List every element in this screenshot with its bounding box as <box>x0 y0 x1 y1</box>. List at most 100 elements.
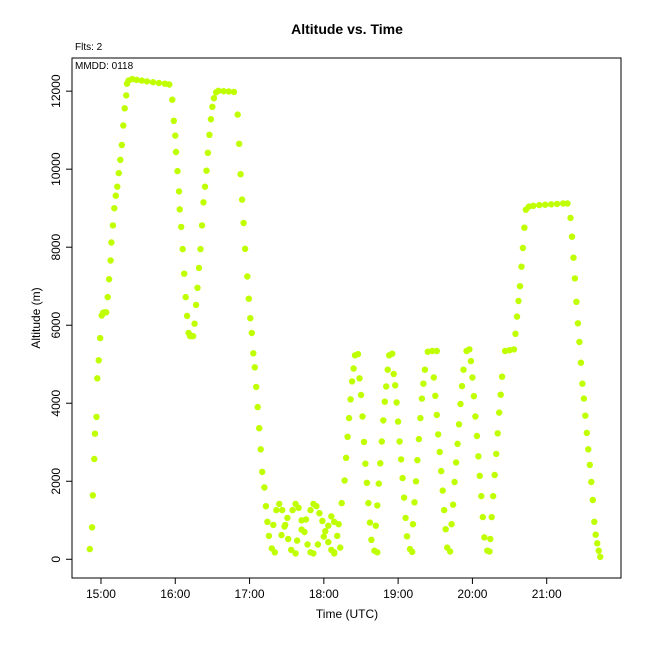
data-point <box>493 450 500 458</box>
data-point <box>591 518 598 525</box>
data-point <box>542 201 549 208</box>
data-point <box>362 460 369 467</box>
y-tick-label: 4000 <box>49 390 63 417</box>
data-point <box>446 548 454 555</box>
data-point <box>515 297 522 305</box>
data-point <box>516 283 524 290</box>
data-point <box>498 373 506 380</box>
data-point <box>394 418 402 425</box>
data-point <box>313 503 320 510</box>
x-tick-label: 18:00 <box>309 587 339 601</box>
data-point <box>118 141 126 149</box>
data-point <box>261 484 268 491</box>
data-point <box>454 440 461 447</box>
data-point <box>169 96 176 103</box>
data-point <box>176 206 183 213</box>
data-point <box>476 472 483 479</box>
data-point <box>341 477 348 484</box>
data-point <box>328 513 335 520</box>
data-point <box>478 492 485 500</box>
data-point <box>220 88 227 95</box>
y-tick-label: 6000 <box>49 312 63 339</box>
data-point <box>392 382 399 389</box>
data-point <box>470 393 478 400</box>
data-point <box>350 365 357 372</box>
data-point <box>236 140 243 147</box>
data-point <box>433 411 440 419</box>
data-point <box>530 202 537 209</box>
data-point <box>490 492 497 500</box>
data-point <box>568 233 576 240</box>
data-point <box>240 219 247 227</box>
data-point <box>91 455 98 463</box>
data-point <box>396 438 403 445</box>
data-point <box>429 347 436 355</box>
data-point <box>203 167 210 174</box>
data-point <box>436 448 443 456</box>
data-point <box>270 521 277 529</box>
data-point <box>307 506 314 514</box>
data-point <box>570 254 577 261</box>
data-point <box>435 431 442 438</box>
data-point <box>338 499 345 507</box>
data-point <box>381 398 388 405</box>
data-point <box>201 183 209 190</box>
data-point <box>421 366 429 373</box>
data-point <box>237 171 244 178</box>
data-point <box>448 521 455 528</box>
data-point <box>411 499 418 506</box>
data-point <box>155 79 163 87</box>
chart-title: Altitude vs. Time <box>291 21 403 37</box>
data-point <box>430 374 437 381</box>
data-point <box>204 149 212 156</box>
data-point <box>418 395 426 402</box>
data-point <box>553 200 561 208</box>
x-tick-label: 16:00 <box>160 587 190 601</box>
data-points <box>86 75 604 561</box>
data-point <box>241 245 249 252</box>
y-tick-label: 12000 <box>49 74 63 108</box>
data-point <box>298 526 305 533</box>
data-point <box>276 500 283 508</box>
data-point <box>295 504 302 511</box>
data-point <box>112 192 120 199</box>
data-point <box>375 480 382 487</box>
data-point <box>458 382 466 390</box>
data-point <box>393 399 400 406</box>
data-point <box>403 533 411 540</box>
x-tick-label: 19:00 <box>383 587 413 601</box>
data-point <box>486 548 493 555</box>
data-point <box>314 541 322 548</box>
data-point <box>564 200 571 207</box>
data-point <box>279 506 286 514</box>
data-point <box>496 409 503 416</box>
data-point <box>179 245 186 253</box>
data-point <box>415 435 423 443</box>
data-point <box>433 347 440 355</box>
data-point <box>487 535 494 543</box>
data-point <box>347 396 354 403</box>
data-point <box>576 338 583 346</box>
data-point <box>365 499 372 507</box>
data-point <box>374 502 381 509</box>
data-point <box>244 273 251 280</box>
data-point <box>207 116 215 123</box>
data-point <box>345 414 353 422</box>
data-point <box>325 538 332 546</box>
data-point <box>452 459 460 466</box>
data-point <box>278 531 285 539</box>
data-point <box>414 457 421 464</box>
data-point <box>253 383 260 391</box>
data-point <box>380 417 387 424</box>
data-point <box>316 510 323 517</box>
data-point <box>592 531 599 538</box>
data-point <box>467 357 475 365</box>
y-axis: 0 2000 4000 6000 8000 10000 12000 <box>49 74 72 563</box>
data-point <box>284 514 291 522</box>
data-point <box>579 380 586 387</box>
data-point <box>409 548 416 556</box>
data-point <box>273 506 280 514</box>
data-point <box>109 222 117 229</box>
data-point <box>571 275 579 282</box>
